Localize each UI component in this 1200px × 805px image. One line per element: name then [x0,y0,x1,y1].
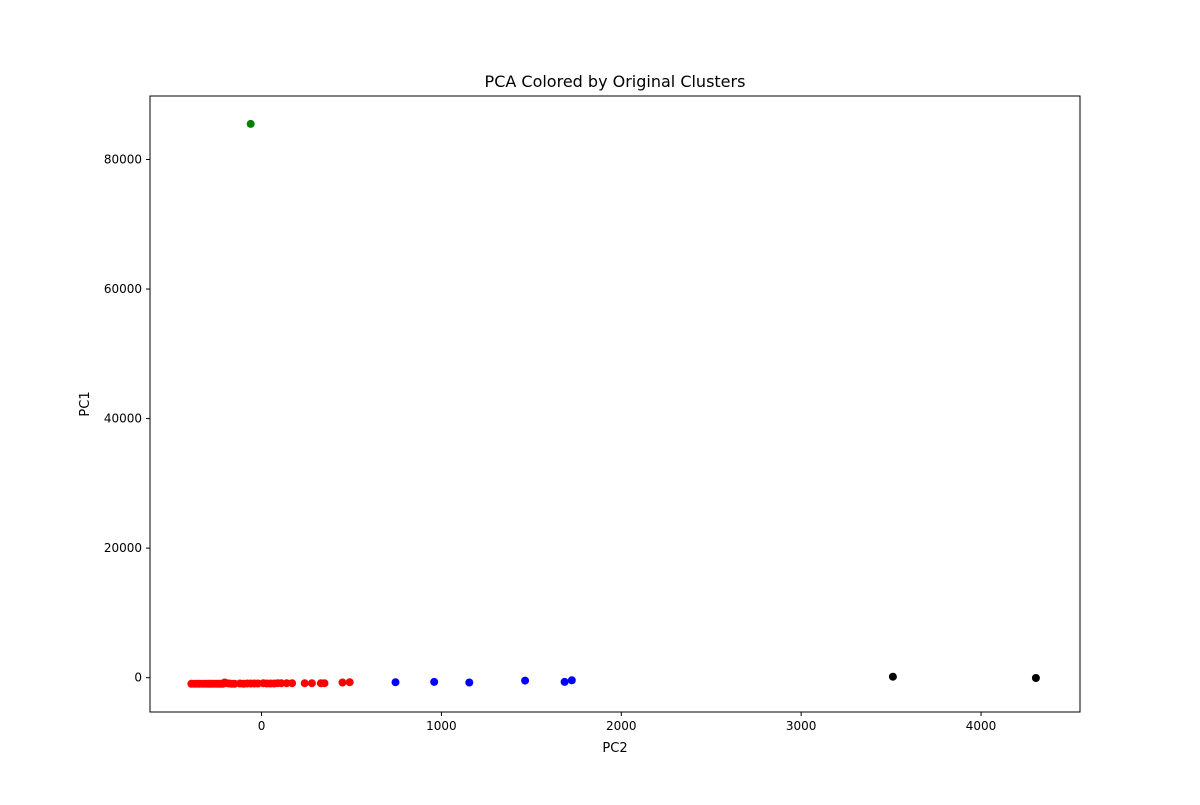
data-point-s0-38 [338,678,347,687]
data-point-s1-5 [567,676,576,685]
x-tick-label-3: 3000 [786,719,817,733]
x-tick-label-1: 1000 [426,719,457,733]
data-point-s1-1 [430,677,439,686]
data-point-s3-1 [1031,674,1040,682]
data-point-s2-0 [246,119,255,128]
data-point-s3-0 [888,672,897,681]
y-tick-label-4: 80000 [104,152,142,166]
data-point-s1-2 [465,678,474,687]
chart-title: PCA Colored by Original Clusters [485,72,746,91]
x-tick-label-2: 2000 [606,719,637,733]
data-point-s0-33 [288,679,297,688]
y-tick-label-2: 40000 [104,412,142,426]
data-point-s0-34 [300,679,309,688]
data-point-s1-4 [560,677,569,686]
data-point-s0-37 [320,679,329,688]
x-axis-label: PC2 [602,741,627,756]
y-tick-label-0: 0 [134,671,142,685]
y-tick-label-3: 60000 [104,282,142,296]
y-tick-label-1: 20000 [104,541,142,555]
points-layer [187,119,1040,688]
data-point-s0-35 [307,679,316,688]
data-point-s1-0 [391,678,400,687]
y-axis-label: PC1 [78,391,93,416]
data-point-s1-3 [521,676,530,685]
plot-area-frame [149,95,1081,713]
x-tick-label-4: 4000 [966,719,997,733]
x-tick-label-0: 0 [258,719,266,733]
data-point-s0-39 [345,678,354,687]
